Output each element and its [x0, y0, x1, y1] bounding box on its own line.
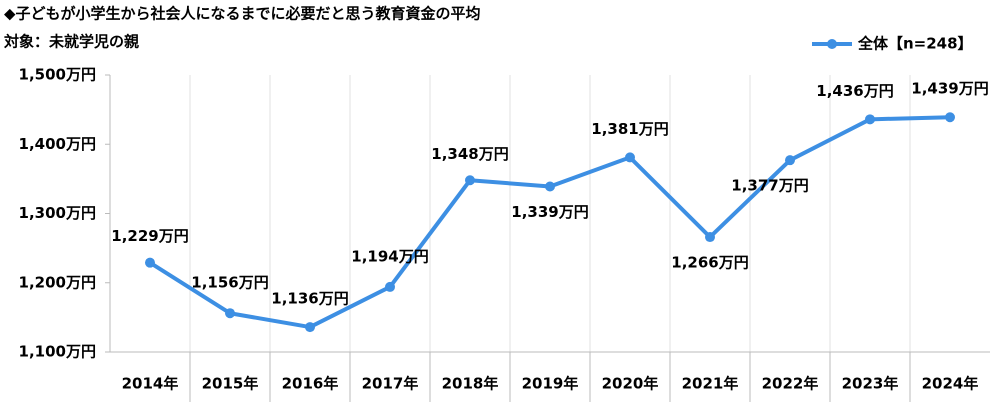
chart-subtitle: 対象：未就学児の親	[3, 33, 139, 51]
data-point	[385, 281, 395, 292]
x-tick-label: 2023年	[842, 375, 899, 393]
data-label: 1,266万円	[671, 254, 748, 272]
x-tick-label: 2020年	[602, 375, 659, 393]
data-label: 1,136万円	[271, 290, 348, 308]
y-tick-label: 1,200万円	[19, 273, 96, 291]
x-tick-label: 2024年	[922, 375, 979, 393]
x-tick-label: 2015年	[202, 375, 259, 393]
data-point	[945, 112, 955, 123]
data-point	[705, 232, 715, 243]
data-label: 1,381万円	[591, 120, 668, 138]
data-point	[225, 308, 235, 319]
data-label: 1,439万円	[911, 80, 988, 98]
x-tick-label: 2021年	[682, 375, 739, 393]
y-tick-label: 1,300万円	[19, 204, 96, 222]
data-point	[145, 257, 155, 268]
legend-label: 全体【n=248】	[857, 35, 973, 53]
x-tick-label: 2014年	[122, 375, 179, 393]
data-label: 1,156万円	[191, 274, 268, 292]
data-point	[465, 175, 475, 186]
data-label: 1,436万円	[816, 82, 893, 100]
data-label: 1,194万円	[351, 247, 428, 265]
data-label: 1,377万円	[731, 177, 808, 195]
y-tick-label: 1,500万円	[19, 66, 96, 84]
data-point	[545, 181, 555, 192]
data-point	[305, 322, 315, 333]
data-label: 1,229万円	[111, 227, 188, 245]
y-tick-label: 1,400万円	[19, 135, 96, 153]
x-tick-label: 2018年	[442, 375, 499, 393]
x-tick-label: 2019年	[522, 375, 579, 393]
data-label: 1,348万円	[431, 145, 508, 163]
data-point	[865, 114, 875, 125]
x-tick-label: 2022年	[762, 375, 819, 393]
legend-marker	[827, 39, 837, 49]
data-point	[625, 152, 635, 163]
data-label: 1,339万円	[511, 203, 588, 221]
x-tick-label: 2017年	[362, 375, 419, 393]
y-tick-label: 1,100万円	[19, 343, 96, 361]
chart-title: ◆子どもが小学生から社会人になるまでに必要だと思う教育資金の平均	[4, 5, 481, 23]
x-tick-label: 2016年	[282, 375, 339, 393]
data-point	[785, 155, 795, 166]
